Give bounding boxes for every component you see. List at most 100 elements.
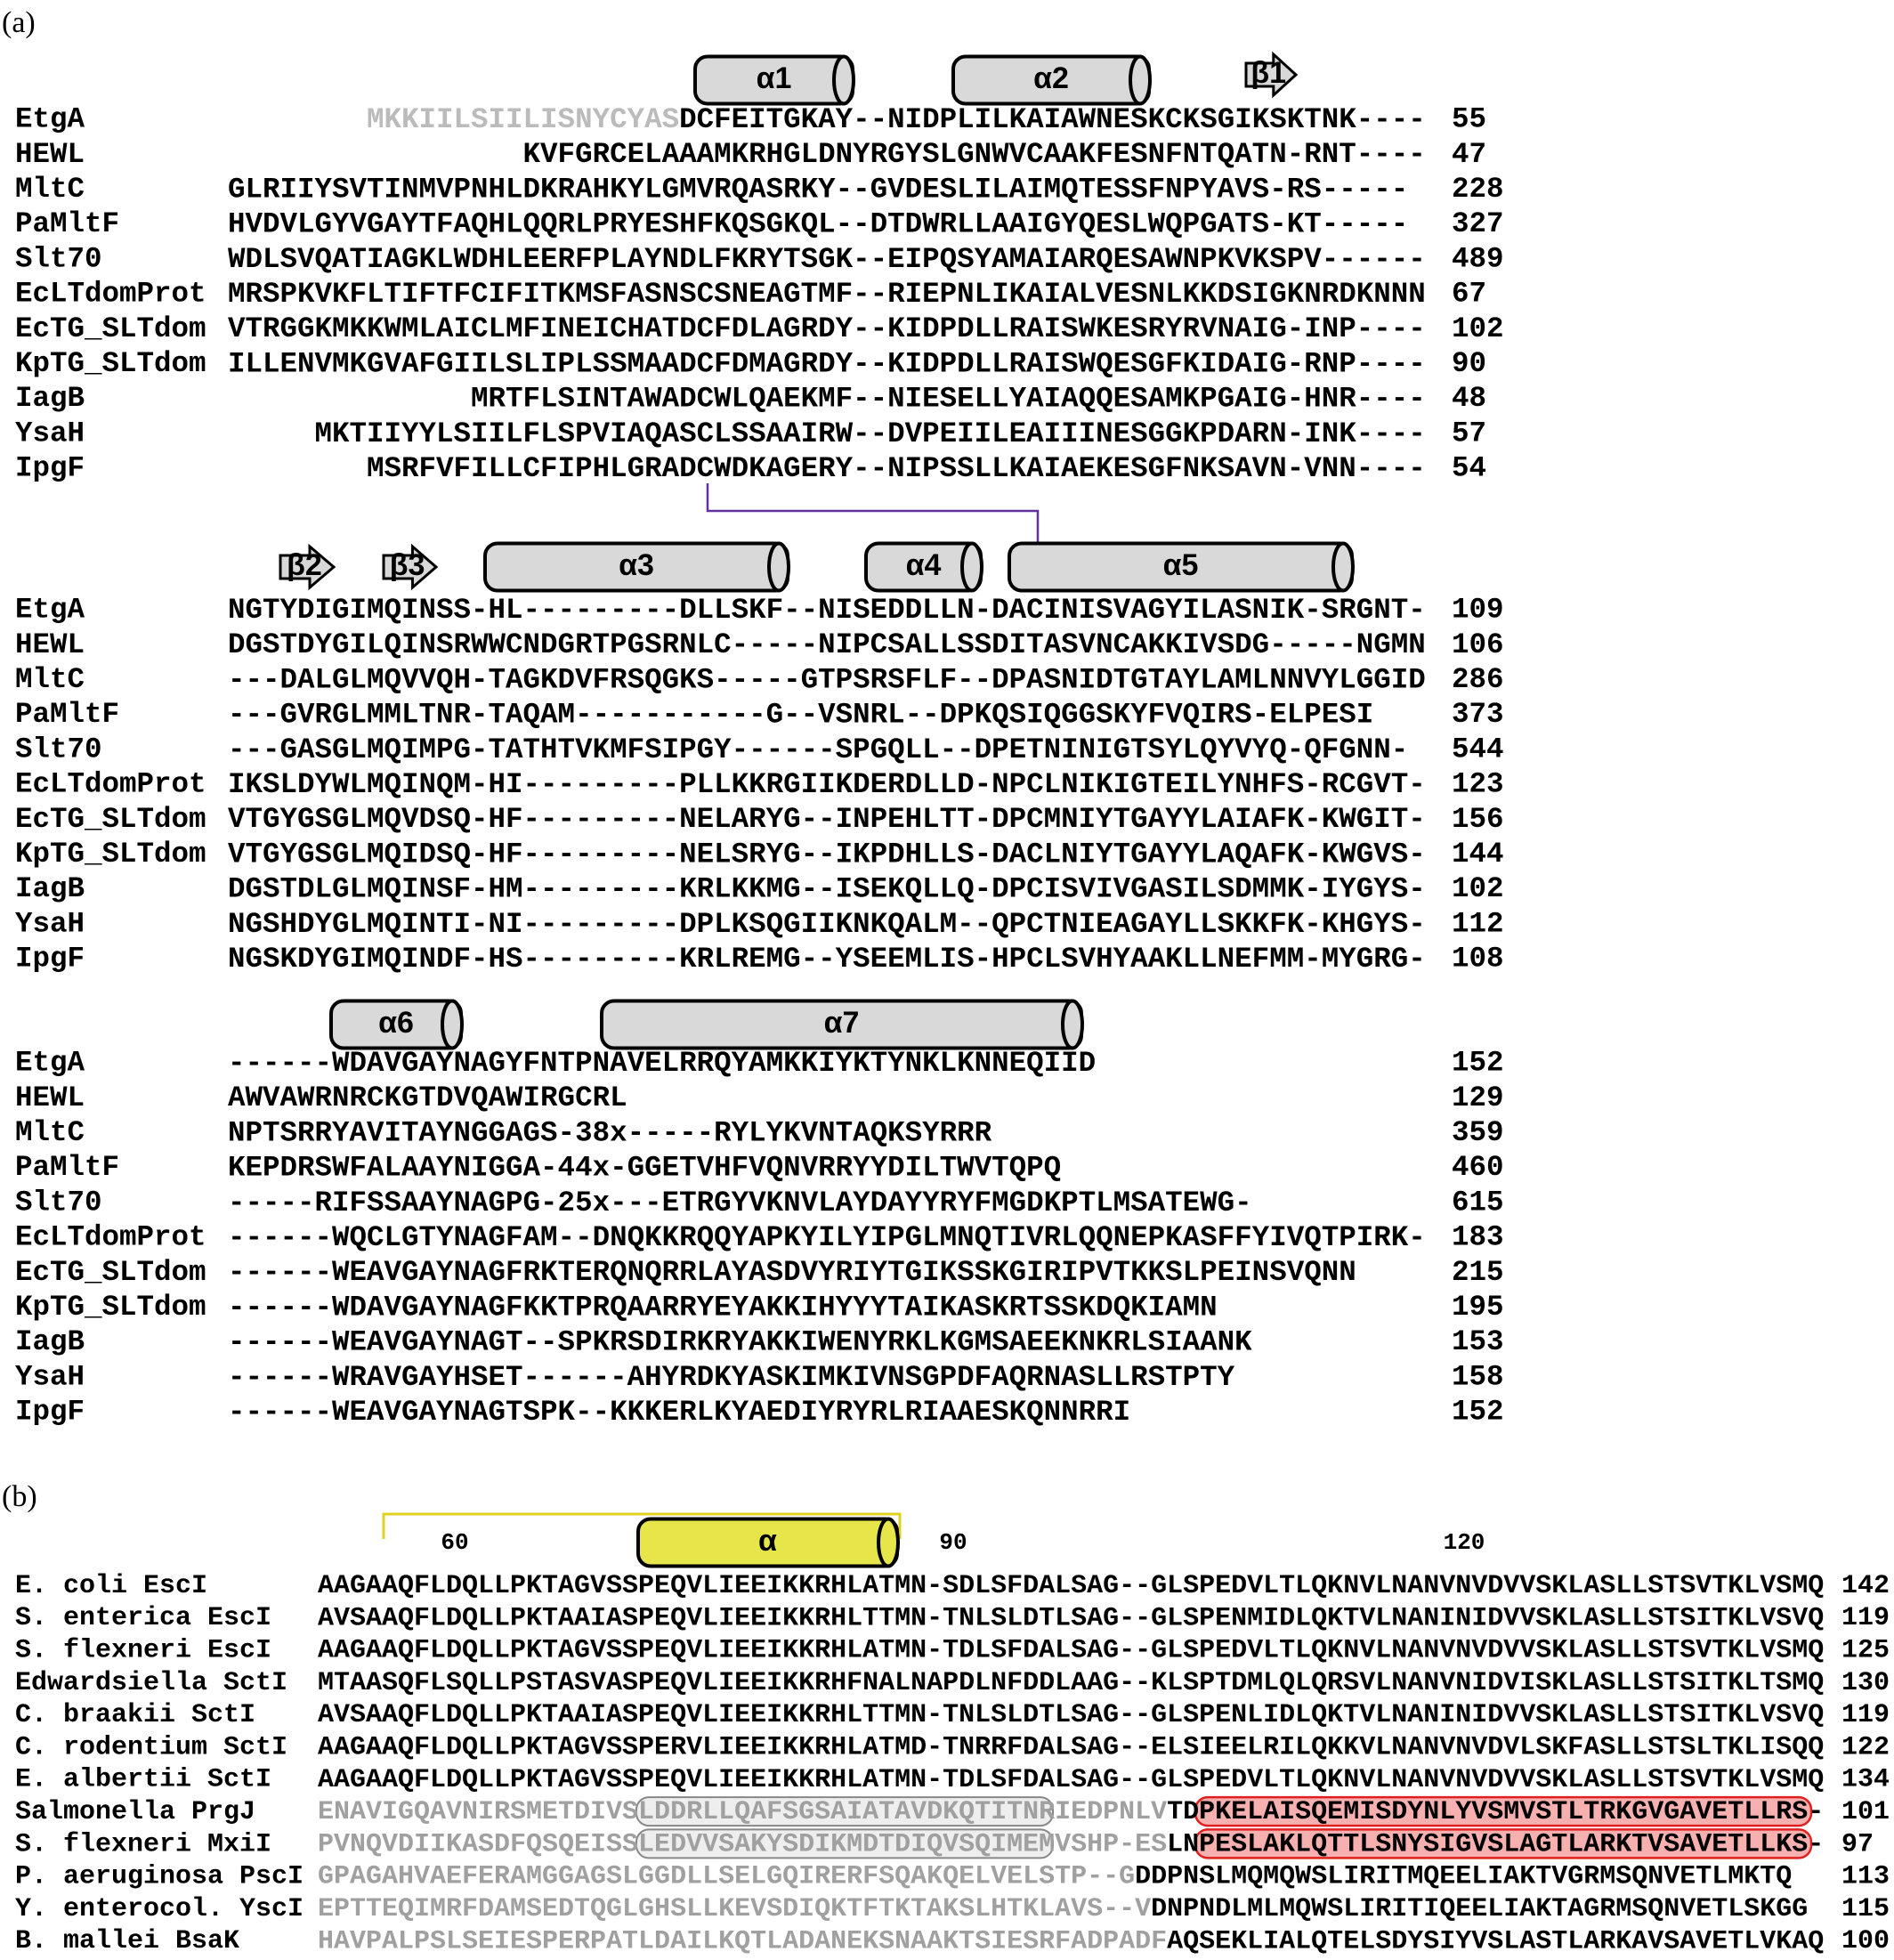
sequence: ------WRAVGAYHSET------AHYRDKYASKIMKIVNS… — [228, 1360, 1235, 1393]
helix: α6 — [329, 999, 464, 1050]
residues: KEPDRSWFALAAYNIGGA-44x-GGETVHFVQNVRRYYDI… — [228, 1151, 1061, 1184]
residue-number: 90 — [1452, 347, 1486, 380]
residue-number: 215 — [1452, 1256, 1504, 1289]
residue-number: 152 — [1452, 1396, 1504, 1429]
sequence-name: Slt70 — [15, 242, 102, 275]
sequence: ------WEAVGAYNAGT--SPKRSDIRKRYAKKIWENYRK… — [228, 1325, 1252, 1358]
unaligned-region: GPAGAHVAEFERAMGGAGSLGGDLLSELGQIRERFSQAKQ… — [318, 1862, 1135, 1892]
sequence-name: EtgA — [15, 103, 85, 136]
residues: DNPNDLMLMQWSLIRITIQEELIAKTAGRMSQNVETLSKG… — [1151, 1894, 1808, 1924]
residues: VTGYGSGLMQVDSQ-HF---------NELARYG--INPEH… — [228, 803, 1426, 836]
residue-number: 57 — [1452, 417, 1486, 450]
helix-end — [960, 541, 983, 593]
residue-number: 113 — [1841, 1862, 1890, 1892]
sequence: ILLENVMKGVAFGIILSLIPLSSMAADCFDMAGRDY--KI… — [228, 347, 1426, 380]
sequence-name: EcTG_SLTdom — [15, 803, 206, 836]
signal-peptide: MKKIILSIILISNYCYAS — [228, 103, 679, 136]
sequence-name: MltC — [15, 1116, 85, 1149]
residue-number: 97 — [1841, 1829, 1874, 1859]
sequence: NGTYDIGIMQINSS-HL---------DLLSKF--NISEDD… — [228, 594, 1426, 627]
residue-number: 156 — [1452, 803, 1504, 836]
sequence: ---GVRGLMMLTNR-TAQAM-----------G--VSNRL-… — [228, 698, 1373, 731]
helix-end — [1129, 54, 1152, 106]
helix-label: α2 — [1033, 61, 1069, 95]
residues: ------WRAVGAYHSET------AHYRDKYASKIMKIVNS… — [228, 1360, 1235, 1393]
sequence: ------WEAVGAYNAGTSPK--KKKERLKYAEDIYRYRLR… — [228, 1396, 1130, 1429]
residues: NGSKDYGIMQINDF-HS---------KRLREMG--YSEEM… — [228, 943, 1426, 976]
helix-label: α1 — [757, 61, 792, 95]
residue-number: 106 — [1452, 628, 1504, 661]
residue-number: 183 — [1452, 1221, 1504, 1254]
residues: MRSPKVKFLTIFTFCIFITKMSFASNSCSNEAGTMF--RI… — [228, 278, 1426, 311]
sequence-name: EtgA — [15, 1047, 85, 1080]
sequence-name: Slt70 — [15, 733, 102, 765]
sequence: MKKIILSIILISNYCYASDCFEITGKAY--NIDPLILKAI… — [228, 103, 1426, 136]
sequence-name: EcLTdomProt — [15, 278, 206, 311]
residues: MTAASQFLSQLLPSTASVASPEQVLIEEIKKRHFNALNAP… — [318, 1668, 1824, 1698]
sequence-name: S. flexneri EscI — [15, 1636, 271, 1666]
motif-box — [635, 1828, 1054, 1859]
sequence-name: IpgF — [15, 452, 85, 485]
residue-number: 460 — [1452, 1151, 1504, 1184]
sequence: ---DALGLMQVVQH-TAGKDVFRSQGKS-----GTPSRSF… — [228, 663, 1426, 696]
residues: ------WEAVGAYNAGT--SPKRSDIRKRYAKKIWENYRK… — [228, 1325, 1252, 1358]
strand — [279, 543, 336, 591]
residues: AQSEKLIALQTELSDYSIYVSLASTLARKAVSAVETLVKA… — [1167, 1926, 1824, 1956]
unaligned-region: HAVPALPSLSEIESPERPATLDAILKQTLADANEKSNAAK… — [318, 1926, 1167, 1956]
sequence: NGSHDYGLMQINTI-NI---------DPLKSQGIIKNKQA… — [228, 907, 1426, 940]
residues: MSRFVFILLCFIPHLGRADCWDKAGERY--NIPSSLLKAI… — [228, 452, 1426, 485]
residue-number: 109 — [1452, 594, 1504, 627]
helix: α7 — [600, 999, 1084, 1050]
residues: IKSLDYWLMQINQM-HI---------PLLKKRGIIKDERD… — [228, 768, 1426, 801]
residues: ------WQCLGTYNAGFAM--DNQKKRQQYAPKYILYIPG… — [228, 1221, 1426, 1254]
residues: MRTFLSINTAWADCWLQAEKMF--NIESELLYAIAQQESA… — [228, 382, 1426, 415]
residues: GLRIIYSVTINMVPNHLDKRAHKYLGMVRQASRKY--GVD… — [228, 173, 1408, 206]
helix-label: α7 — [824, 1006, 860, 1040]
sequence-name: C. rodentium SctI — [15, 1732, 287, 1762]
residues: VTRGGKMKKWMLAICLMFINEICHATDCFDLAGRDY--KI… — [228, 312, 1426, 345]
residue-number: 228 — [1452, 173, 1504, 206]
residue-number: 119 — [1841, 1603, 1890, 1633]
residues: ------WEAVGAYNAGFRKTERQNQRRLAYASDVYRIYTG… — [228, 1256, 1356, 1289]
residues: VTGYGSGLMQIDSQ-HF---------NELSRYG--IKPDH… — [228, 838, 1426, 871]
helix-end — [877, 1517, 900, 1568]
helix-end — [832, 54, 855, 106]
helix: α5 — [1008, 541, 1355, 593]
residue-number: 102 — [1452, 872, 1504, 905]
panel-label: (a) — [2, 6, 36, 39]
sequence: AWVAWRNRCKGTDVQAWIRGCRL — [228, 1081, 627, 1114]
residue-number: 158 — [1452, 1360, 1504, 1393]
residues: AVSAAQFLDQLLPKTAAIASPEQVLIEEIKKRHLTTMN-T… — [318, 1700, 1824, 1730]
unaligned-region: PVNQVDIIKASDFQSQEISSLEDVVSAKYSDIKMDTDIQV… — [318, 1829, 1167, 1859]
residue-number: 102 — [1452, 312, 1504, 345]
strand — [1244, 51, 1299, 99]
sequence: VTGYGSGLMQIDSQ-HF---------NELSRYG--IKPDH… — [228, 838, 1426, 871]
residue-number: 129 — [1452, 1081, 1504, 1114]
residues: AVSAAQFLDQLLPKTAAIASPEQVLIEEIKKRHLTTMN-T… — [318, 1603, 1824, 1633]
sequence: ------WEAVGAYNAGFRKTERQNQRRLAYASDVYRIYTG… — [228, 1256, 1356, 1289]
helix-end — [767, 541, 790, 593]
unaligned-region: EPTTEQIMRFDAMSEDTQGLGHSLLKEVSDIQKTFTKTAK… — [318, 1894, 1151, 1924]
residue-number: 286 — [1452, 663, 1504, 696]
residue-number: 327 — [1452, 207, 1504, 240]
helix-end — [441, 999, 464, 1050]
sequence-name: EcLTdomProt — [15, 768, 206, 801]
sequence-name: IpgF — [15, 1396, 85, 1429]
residues: MKTIIYYLSIILFLSPVIAQASCLSSAAIRW--DVPEIIL… — [228, 417, 1426, 450]
residue-number: 153 — [1452, 1325, 1504, 1358]
sequence-name: HEWL — [15, 138, 85, 171]
residues: AAGAAQFLDQLLPKTAGVSSPEQVLIEEIKKRHLATMN-T… — [318, 1636, 1824, 1666]
helix-label: α5 — [1163, 548, 1199, 582]
residues: AAGAAQFLDQLLPKTAGVSSPERVLIEEIKKRHLATMD-T… — [318, 1732, 1824, 1762]
sequence: ------WQCLGTYNAGFAM--DNQKKRQQYAPKYILYIPG… — [228, 1221, 1426, 1254]
residues: DGSTDYGILQINSRWWCNDGRTPGSRNLC-----NIPCSA… — [228, 628, 1426, 661]
residue-number: 544 — [1452, 733, 1504, 765]
sequence: DGSTDYGILQINSRWWCNDGRTPGSRNLC-----NIPCSA… — [228, 628, 1426, 661]
motif-box — [635, 1796, 1054, 1827]
residues: NGTYDIGIMQINSS-HL---------DLLSKF--NISEDD… — [228, 594, 1426, 627]
strand-label: β1 — [1251, 56, 1286, 90]
residues: AWVAWRNRCKGTDVQAWIRGCRL — [228, 1081, 627, 1114]
sequence-name: EtgA — [15, 594, 85, 627]
sequence: MSRFVFILLCFIPHLGRADCWDKAGERY--NIPSSLLKAI… — [228, 452, 1426, 485]
